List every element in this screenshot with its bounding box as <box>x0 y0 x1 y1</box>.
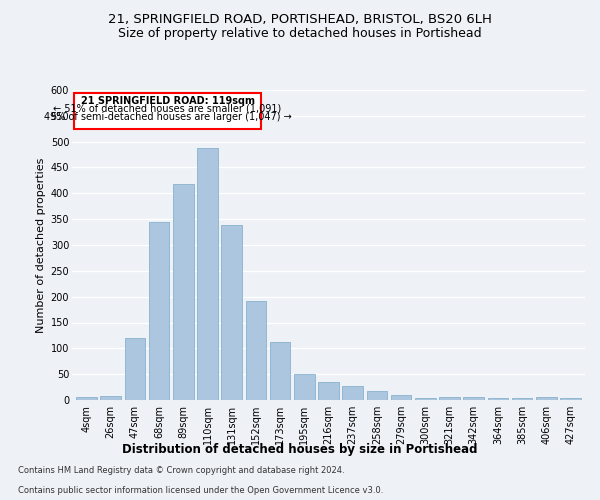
Text: Distribution of detached houses by size in Portishead: Distribution of detached houses by size … <box>122 442 478 456</box>
Text: 21 SPRINGFIELD ROAD: 119sqm: 21 SPRINGFIELD ROAD: 119sqm <box>80 96 254 106</box>
Bar <box>415 398 436 400</box>
Bar <box>76 398 97 400</box>
Bar <box>391 395 412 400</box>
Bar <box>367 390 387 400</box>
Text: Size of property relative to detached houses in Portishead: Size of property relative to detached ho… <box>118 28 482 40</box>
Text: 49% of semi-detached houses are larger (1,047) →: 49% of semi-detached houses are larger (… <box>44 112 292 122</box>
Bar <box>536 398 557 400</box>
Text: Contains HM Land Registry data © Crown copyright and database right 2024.: Contains HM Land Registry data © Crown c… <box>18 466 344 475</box>
Bar <box>560 398 581 400</box>
Bar <box>74 92 261 128</box>
Text: Contains public sector information licensed under the Open Government Licence v3: Contains public sector information licen… <box>18 486 383 495</box>
Bar <box>512 398 532 400</box>
Y-axis label: Number of detached properties: Number of detached properties <box>37 158 46 332</box>
Bar <box>197 148 218 400</box>
Text: 21, SPRINGFIELD ROAD, PORTISHEAD, BRISTOL, BS20 6LH: 21, SPRINGFIELD ROAD, PORTISHEAD, BRISTO… <box>108 12 492 26</box>
Bar <box>245 301 266 400</box>
Bar <box>343 386 363 400</box>
Bar <box>100 396 121 400</box>
Bar <box>318 382 339 400</box>
Bar <box>149 222 169 400</box>
Bar <box>439 398 460 400</box>
Bar <box>221 226 242 400</box>
Bar <box>294 374 314 400</box>
Text: ← 51% of detached houses are smaller (1,091): ← 51% of detached houses are smaller (1,… <box>53 104 282 114</box>
Bar <box>270 342 290 400</box>
Bar <box>173 184 194 400</box>
Bar <box>125 338 145 400</box>
Bar <box>463 398 484 400</box>
Bar <box>488 398 508 400</box>
